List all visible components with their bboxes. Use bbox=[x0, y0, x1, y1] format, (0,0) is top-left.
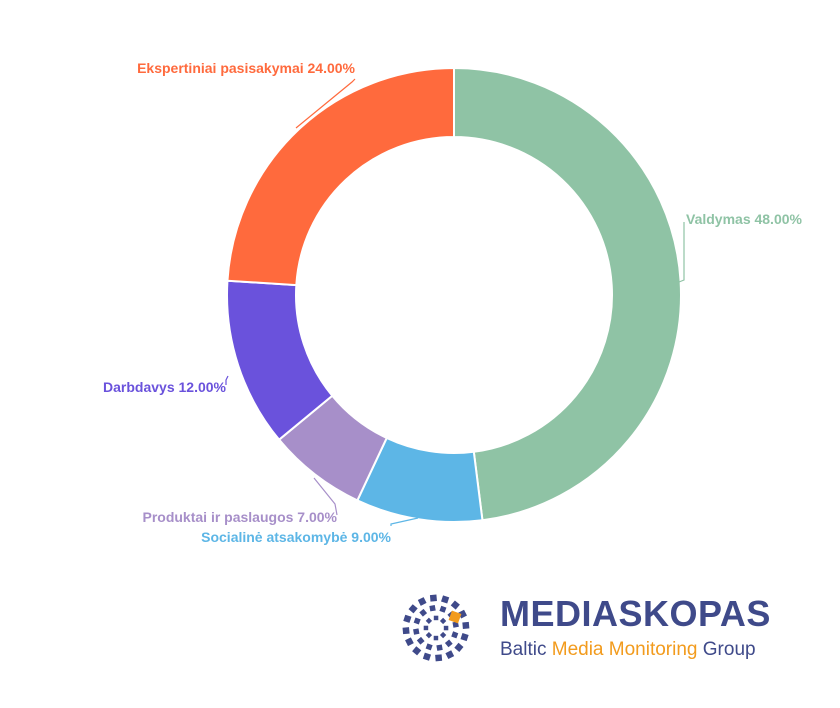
logo-square bbox=[454, 642, 464, 652]
logo-square bbox=[429, 605, 436, 612]
logo-square bbox=[417, 597, 427, 606]
logo-square bbox=[435, 654, 443, 662]
logo-square bbox=[462, 621, 470, 629]
logo-square bbox=[444, 639, 453, 648]
logo-square bbox=[460, 632, 469, 642]
logo-tagline: Baltic Media Monitoring Group bbox=[500, 638, 756, 662]
logo-square bbox=[436, 644, 443, 651]
mediaskopas-logo: MEDIASKOPAS Baltic Media Monitoring Grou… bbox=[398, 588, 798, 668]
logo-square bbox=[445, 650, 455, 660]
logo-wordmark: MEDIASKOPAS bbox=[500, 593, 771, 634]
leader-line-valdymas bbox=[678, 222, 685, 283]
logo-square bbox=[425, 643, 433, 651]
logo-tagline-part3: Group bbox=[697, 639, 756, 660]
logo-square bbox=[450, 600, 460, 610]
logo-square bbox=[405, 637, 414, 647]
slice-label-darbdavys: Darbdavys 12.00% bbox=[103, 379, 227, 395]
leader-lines bbox=[225, 78, 685, 526]
logo-square bbox=[433, 635, 439, 641]
leader-line-darbdavys bbox=[225, 375, 229, 385]
logo-square bbox=[451, 631, 459, 639]
logo-square bbox=[412, 646, 422, 656]
leader-line-produktai-ir-paslaugos bbox=[313, 477, 338, 516]
slice-labels: Valdymas 48.00% Socialinė atsakomybė 9.00… bbox=[103, 60, 802, 545]
logo-square bbox=[439, 617, 447, 625]
logo-square bbox=[423, 625, 429, 631]
logo-square bbox=[422, 652, 432, 661]
logo-square bbox=[425, 617, 433, 625]
donut-slices bbox=[226, 66, 682, 523]
logo-square bbox=[416, 636, 425, 645]
logo-square bbox=[439, 631, 447, 639]
logo-square bbox=[425, 631, 433, 639]
logo-square bbox=[441, 595, 450, 604]
leader-line-socialine-atsakomybe bbox=[390, 517, 419, 526]
slice-label-produktai-ir-paslaugos: Produktai ir paslaugos 7.00% bbox=[142, 509, 337, 525]
slice-label-socialine-atsakomybe: Socialinė atsakomybė 9.00% bbox=[201, 529, 391, 545]
slice-label-ekspertiniai-pasisakymai: Ekspertiniai pasisakymai 24.00% bbox=[137, 60, 355, 76]
slice-valdymas[interactable] bbox=[453, 66, 682, 522]
logo-tagline-part1: Baltic bbox=[500, 639, 552, 660]
logo-square bbox=[402, 627, 410, 635]
logo-square bbox=[408, 604, 418, 614]
logo-square bbox=[439, 605, 447, 613]
mediaskopas-logo-mark-icon bbox=[402, 594, 470, 662]
logo-square bbox=[419, 608, 428, 617]
logo-square bbox=[433, 615, 439, 621]
logo-accent-square bbox=[448, 610, 462, 624]
logo-square bbox=[413, 628, 420, 635]
logo-square bbox=[429, 594, 437, 602]
leader-line-ekspertiniai-pasisakymai bbox=[295, 78, 356, 129]
logo-square bbox=[443, 625, 449, 631]
logo-square bbox=[413, 617, 421, 625]
logo-square bbox=[403, 614, 412, 623]
slice-ekspertiniai-pasisakymai[interactable] bbox=[226, 66, 455, 287]
logo-tagline-part2: Media Monitoring bbox=[551, 639, 698, 660]
slice-label-valdymas: Valdymas 48.00% bbox=[686, 211, 803, 227]
